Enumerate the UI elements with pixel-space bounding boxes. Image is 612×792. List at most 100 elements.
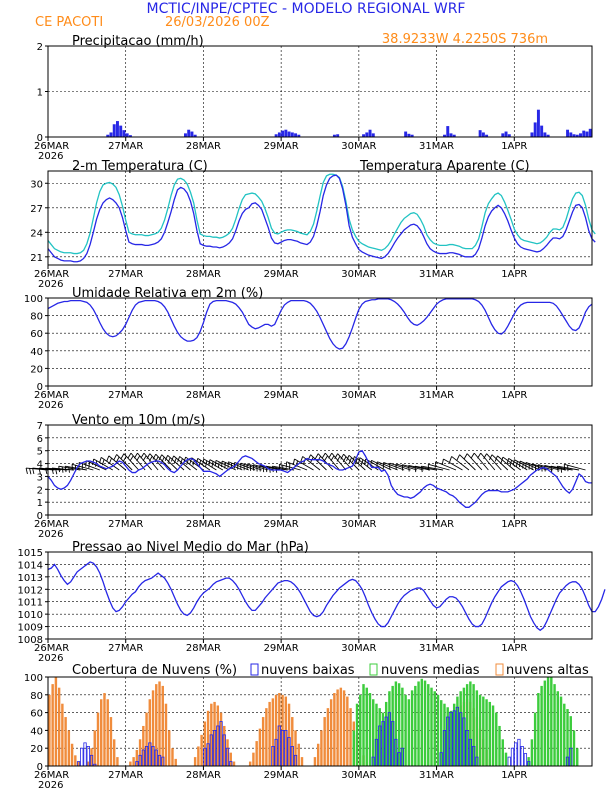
legend-swatch-high [495, 663, 504, 676]
precip-bar [404, 131, 408, 137]
precip-bar [530, 132, 534, 137]
cloud-mid-bar [362, 684, 365, 766]
wind-barb [435, 461, 457, 471]
cloud-high-bar [129, 761, 132, 766]
xtick-label: 1APR [501, 643, 527, 654]
cloud-high-bar [229, 752, 232, 766]
precip-bar [575, 134, 579, 137]
yticks-relative-humidity: 0 20 40 60 80 100 [24, 294, 48, 393]
wind-barb-feather [108, 457, 112, 464]
panel-relative-humidity: Umidade Relativa em 2m (%) 020406080100 … [24, 286, 593, 411]
cloud-mid-bar [404, 694, 407, 766]
wind-barb-feather [211, 461, 214, 468]
cloud-high-bar [313, 757, 317, 766]
wind-barb-feather [202, 458, 205, 465]
cloud-mid-bar [368, 693, 372, 766]
wind-barb-feather [161, 456, 165, 463]
wind-barb [317, 453, 334, 471]
cloud-mid-bar [540, 685, 543, 766]
ytick-label: 1011 [18, 598, 43, 609]
xtick-label: 26MAR [34, 390, 69, 401]
cloud-mid-bar [440, 700, 443, 766]
ytick-label: 0 [37, 762, 43, 773]
ytick-label: 1008 [18, 635, 43, 646]
panel-precipitation: Precipitacao (mm/h) 012 26MAR 27MAR 28MAR 2… [34, 34, 593, 162]
ytick-label: 100 [24, 673, 43, 684]
xtick-label: 26MAR [34, 519, 69, 530]
cloud-high-bar [64, 717, 67, 766]
wind-barb-feather [167, 457, 171, 464]
cloud-mid-bar [365, 687, 368, 766]
cloud-mid-bar [394, 681, 398, 766]
cloud-mid-bar [530, 739, 534, 766]
cloud-high-bar [57, 687, 61, 766]
cloud-high-bar [54, 677, 58, 766]
cloud-high-bar [326, 708, 330, 766]
xtick-year: 2026 [38, 653, 63, 664]
cloud-mid-bar [452, 703, 456, 766]
cloud-high-bar [268, 701, 271, 766]
ytick-label: 6 [37, 434, 43, 445]
cloud-mid-bar [569, 716, 572, 766]
cloud-mid-bar [420, 678, 424, 766]
cloud-high-bar [320, 730, 323, 766]
wind-barb [402, 464, 424, 471]
cloud-high-bar [336, 689, 339, 766]
precip-bar [284, 129, 288, 137]
wind-barb [377, 461, 398, 471]
cloud-high-bar [135, 749, 139, 766]
cloud-high-bar [261, 717, 265, 766]
xticks-wind: 26MAR 27MAR 28MAR 29MAR 30MAR 31MAR 1APR 2026 [34, 515, 527, 540]
cloud-low-bar [80, 747, 84, 767]
precip-bar [116, 121, 119, 137]
cloud-mid-bar [375, 703, 378, 766]
wind-barb-feather [186, 458, 189, 465]
xtick-label: 27MAR [108, 770, 143, 781]
wind-barb-feather [522, 462, 524, 469]
cloud-mid-bar [553, 684, 556, 766]
cloud-mid-bar [495, 712, 498, 766]
cloud-high-bar [116, 757, 119, 766]
wind-barb-feather [271, 466, 274, 473]
wind-barb-feather [120, 453, 125, 460]
xtick-label: 29MAR [264, 519, 299, 530]
wind-barb-feather [483, 453, 488, 460]
cloud-high-bar [342, 690, 346, 766]
wind-barb [473, 452, 489, 471]
pressure-line [47, 561, 606, 632]
cloud-high-bar [206, 710, 210, 766]
cloud-mid-bar [543, 680, 547, 766]
cloud-high-bar [216, 705, 220, 766]
cloud-mid-bar [414, 685, 417, 766]
xtick-label: 26MAR [34, 269, 69, 280]
wind-barb-feather [414, 466, 417, 473]
wind-barb-feather [330, 455, 335, 462]
cloud-high-bar [274, 694, 278, 766]
wind-barb-feather [68, 466, 70, 473]
precip-bar [546, 134, 550, 137]
wind-barb-feather [477, 452, 482, 459]
header-title: MCTIC/INPE/CPTEC - MODELO REGIONAL WRF [147, 1, 466, 17]
precip-bar [572, 134, 576, 137]
wind-barb-feather [106, 455, 110, 462]
xtick-label: 1APR [501, 770, 527, 781]
xtick-year: 2026 [38, 780, 63, 791]
ytick-label: 0 [37, 511, 43, 522]
ytick-label: 5 [37, 447, 43, 458]
cloud-high-bar [232, 761, 236, 766]
cloud-high-bar [300, 757, 304, 766]
wind-barb-feather [214, 460, 217, 467]
frame-relative-humidity [47, 297, 593, 387]
cloud-high-bar [151, 690, 155, 766]
wind-barb-feather [136, 455, 141, 462]
wind-barb [466, 453, 483, 471]
wind-barb-feather [512, 459, 515, 466]
cloud-cover-bars [48, 677, 579, 767]
wind-barb [544, 464, 567, 471]
wind-barb-feather [348, 457, 352, 464]
cloud-high-bar [132, 757, 135, 766]
temperature-line [47, 174, 596, 263]
wind-barb-feather [38, 467, 41, 475]
cloud-high-bar [284, 696, 288, 766]
cloud-mid-bar [563, 703, 566, 766]
